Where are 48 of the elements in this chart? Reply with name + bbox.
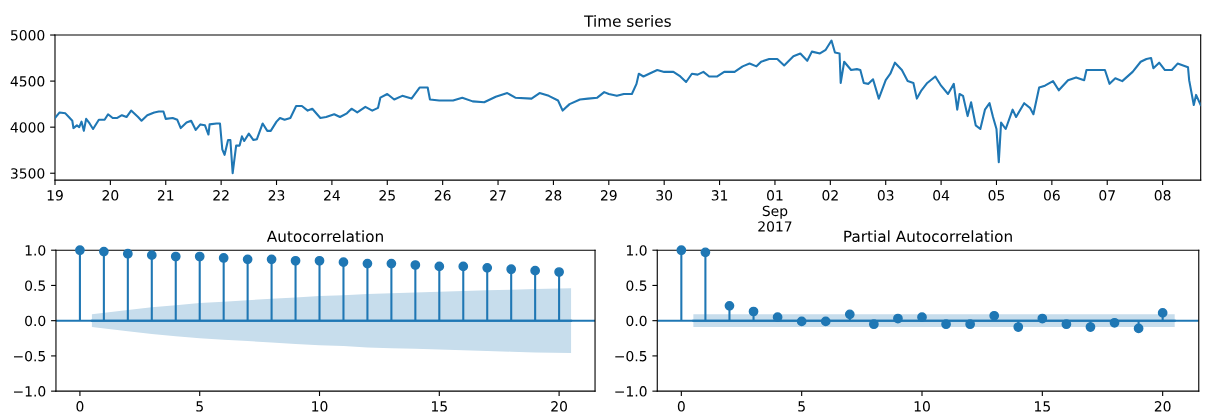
x-tick-label: 05 — [988, 190, 1005, 201]
x-tick-label: 20 — [102, 190, 119, 201]
x-tick-label: 20 — [551, 401, 568, 412]
x-tick-label: 15 — [1035, 401, 1050, 412]
chart-title: Partial Autocorrelation — [844, 230, 1012, 243]
y-tick-label: 5000 — [11, 30, 45, 41]
y-tick-label: 0.5 — [626, 280, 647, 291]
x-tick-label: 10 — [914, 401, 930, 412]
x-tick-label: 22 — [213, 190, 229, 201]
chart-title: Time series — [584, 15, 671, 27]
x-tick-label: 0 — [76, 401, 84, 412]
x-tick-label: 27 — [490, 190, 506, 201]
y-tick-label: 4000 — [10, 122, 45, 133]
x-tick-label: 21 — [157, 190, 174, 201]
chart-title: Autocorrelation — [266, 230, 383, 243]
y-tick-label: 3500 — [10, 168, 45, 179]
x-tick-label: 31 — [711, 190, 728, 201]
y-tick-label: 0.0 — [626, 315, 647, 327]
x-tick-label: 28 — [545, 190, 562, 201]
y-tick-label: −1.0 — [13, 386, 46, 397]
x-tick-label: 02 — [822, 190, 838, 201]
x-tick-label: 07 — [1099, 190, 1115, 201]
x-tick-label: 04 — [933, 190, 950, 201]
x-tick-label: 26 — [434, 190, 451, 201]
x-tick-label: 03 — [877, 190, 894, 201]
y-tick-label: −0.5 — [13, 350, 46, 362]
x-tick-label: 30 — [656, 190, 673, 201]
y-tick-label: 4500 — [10, 76, 45, 87]
y-tick-label: 1.0 — [25, 245, 46, 256]
x-tick-label: 25 — [379, 190, 395, 201]
x-tick-label: 5 — [196, 401, 203, 412]
x-tick-label: 20 — [1154, 401, 1171, 412]
x-tick-label: 15 — [431, 401, 447, 412]
y-tick-label: 1.0 — [626, 245, 647, 256]
x-tick-label: 23 — [268, 190, 285, 201]
y-tick-label: 0.5 — [25, 280, 46, 291]
x-tick-label: 29 — [600, 190, 617, 201]
y-tick-label: −1.0 — [615, 386, 647, 397]
y-tick-label: 0.0 — [25, 315, 46, 327]
x-tick-label: 06 — [1043, 190, 1060, 201]
x-tick-label: 24 — [324, 190, 340, 201]
x-tick-label: 08 — [1154, 190, 1171, 201]
x-tick-label: 01 Sep 2017 — [758, 190, 792, 232]
y-tick-label: −0.5 — [615, 350, 647, 362]
x-tick-label: 0 — [677, 401, 685, 412]
x-tick-label: 5 — [798, 401, 805, 412]
x-tick-label: 10 — [312, 401, 328, 412]
x-tick-label: 19 — [47, 190, 63, 201]
